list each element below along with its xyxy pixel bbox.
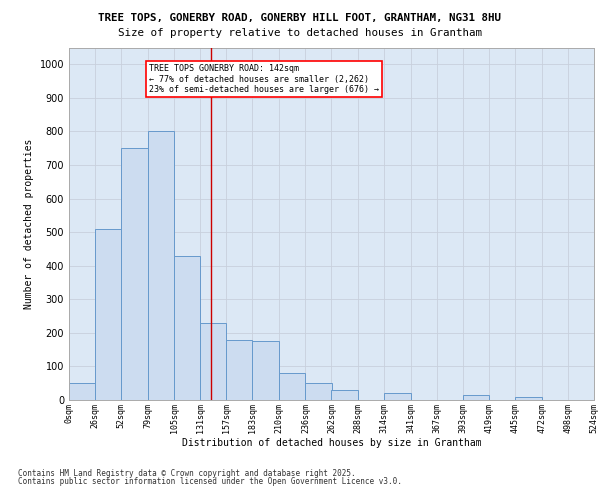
Bar (174, 256, 200, 400)
Y-axis label: Number of detached properties: Number of detached properties (24, 138, 34, 309)
Text: Contains HM Land Registry data © Crown copyright and database right 2025.: Contains HM Land Registry data © Crown c… (18, 468, 356, 477)
Bar (148, 132, 174, 400)
Text: TREE TOPS GONERBY ROAD: 142sqm
← 77% of detached houses are smaller (2,262)
23% : TREE TOPS GONERBY ROAD: 142sqm ← 77% of … (149, 64, 379, 94)
Bar (253, 341, 280, 400)
Text: Contains public sector information licensed under the Open Government Licence v3: Contains public sector information licen… (18, 477, 402, 486)
Bar (331, 390, 358, 400)
Text: TREE TOPS, GONERBY ROAD, GONERBY HILL FOOT, GRANTHAM, NG31 8HU: TREE TOPS, GONERBY ROAD, GONERBY HILL FO… (98, 12, 502, 22)
Bar (280, 373, 305, 400)
Bar (463, 395, 489, 400)
Bar (383, 394, 410, 400)
X-axis label: Distribution of detached houses by size in Grantham: Distribution of detached houses by size … (182, 438, 481, 448)
Bar (95, 229, 121, 400)
Bar (200, 323, 226, 400)
Bar (305, 383, 331, 400)
Text: Size of property relative to detached houses in Grantham: Size of property relative to detached ho… (118, 28, 482, 38)
Bar (121, 148, 148, 400)
Bar (515, 396, 542, 400)
Bar (69, 383, 95, 400)
Bar (226, 340, 253, 400)
